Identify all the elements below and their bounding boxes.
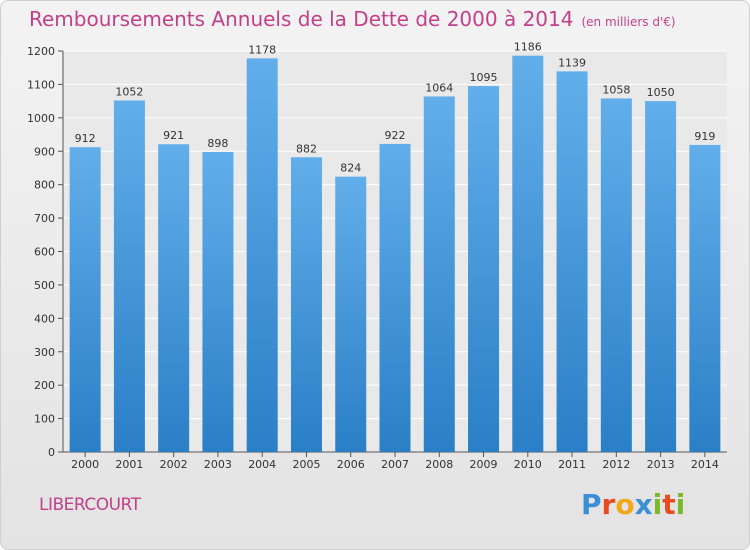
- title-text: Remboursements Annuels de la Dette de 20…: [29, 7, 574, 31]
- y-tick-label: 400: [34, 312, 55, 325]
- value-label-2000: 912: [75, 132, 96, 145]
- value-label-2010: 1186: [514, 41, 542, 54]
- y-tick-label: 200: [34, 379, 55, 392]
- x-tick-label-2007: 2007: [381, 458, 409, 471]
- x-tick-label-2002: 2002: [160, 458, 188, 471]
- bar-2011: [556, 71, 588, 453]
- logo-letter: P: [581, 488, 602, 521]
- x-tick-label-2012: 2012: [602, 458, 630, 471]
- y-tick-label: 800: [34, 179, 55, 192]
- x-tick-label-2008: 2008: [425, 458, 453, 471]
- y-tick-label: 0: [48, 446, 55, 459]
- x-tick-label-2014: 2014: [691, 458, 719, 471]
- value-label-2013: 1050: [647, 86, 675, 99]
- bar-2000: [69, 147, 101, 453]
- y-tick-label: 100: [34, 413, 55, 426]
- value-label-2007: 922: [385, 129, 406, 142]
- logo-letter: t: [662, 488, 676, 521]
- value-label-2002: 921: [163, 129, 184, 142]
- x-tick-label-2001: 2001: [115, 458, 143, 471]
- bar-2008: [423, 96, 455, 453]
- bar-2003: [202, 151, 234, 452]
- logo-letter: i: [652, 488, 663, 521]
- bar-2001: [113, 100, 145, 452]
- x-tick-label-2009: 2009: [470, 458, 498, 471]
- bar-2010: [512, 55, 544, 452]
- unit-label: (en milliers d'€): [581, 15, 676, 29]
- bar-2004: [246, 58, 278, 453]
- x-tick-label-2003: 2003: [204, 458, 232, 471]
- bar-2007: [379, 143, 411, 453]
- proxiti-logo: Proxiti: [581, 488, 685, 521]
- logo-letter: o: [615, 488, 635, 521]
- value-label-2003: 898: [207, 137, 228, 150]
- x-tick-label-2004: 2004: [248, 458, 276, 471]
- y-tick-label: 500: [34, 279, 55, 292]
- y-tick-label: 1200: [27, 45, 55, 58]
- y-tick-label: 900: [34, 145, 55, 158]
- value-label-2005: 882: [296, 142, 317, 155]
- x-tick-label-2010: 2010: [514, 458, 542, 471]
- y-tick-label: 600: [34, 246, 55, 259]
- y-tick-label: 1000: [27, 112, 55, 125]
- logo-letter: x: [634, 488, 653, 521]
- bar-2014: [689, 144, 721, 453]
- value-label-2006: 824: [340, 162, 361, 175]
- x-tick-label-2011: 2011: [558, 458, 586, 471]
- y-tick-label: 300: [34, 346, 55, 359]
- bar-2013: [645, 101, 677, 452]
- value-label-2001: 1052: [115, 85, 143, 98]
- x-tick-label-2013: 2013: [647, 458, 675, 471]
- bar-2012: [600, 98, 632, 453]
- x-tick-label-2000: 2000: [71, 458, 99, 471]
- value-label-2008: 1064: [425, 81, 453, 94]
- y-tick-label: 700: [34, 212, 55, 225]
- value-label-2014: 919: [694, 130, 715, 143]
- city-name: LIBERCOURT: [39, 495, 141, 515]
- value-label-2012: 1058: [602, 83, 630, 96]
- value-label-2004: 1178: [248, 43, 276, 56]
- bar-2006: [335, 176, 367, 452]
- value-label-2009: 1095: [470, 71, 498, 84]
- bar-2002: [158, 144, 190, 453]
- y-tick-label: 1100: [27, 78, 55, 91]
- logo-letter: i: [675, 488, 686, 521]
- chart-title: Remboursements Annuels de la Dette de 20…: [29, 7, 676, 31]
- x-tick-label-2006: 2006: [337, 458, 365, 471]
- logo-letter: r: [601, 488, 616, 521]
- bar-2005: [290, 157, 322, 452]
- x-tick-label-2005: 2005: [292, 458, 320, 471]
- bar-2009: [468, 86, 500, 453]
- value-label-2011: 1139: [558, 56, 586, 69]
